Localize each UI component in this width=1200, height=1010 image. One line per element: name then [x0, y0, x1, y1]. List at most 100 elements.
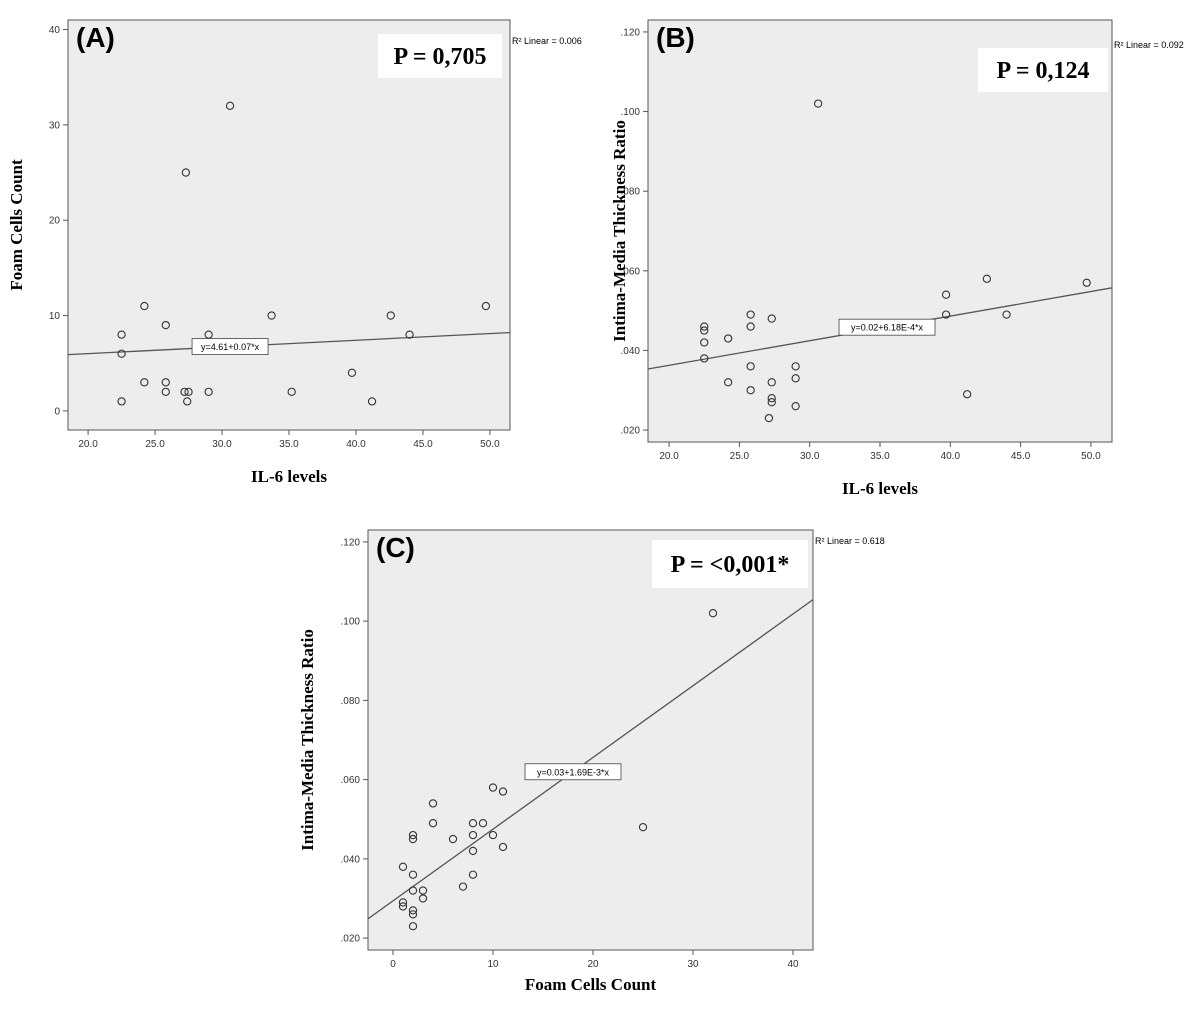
data-point [488, 783, 498, 792]
y-tick-label: .080 [621, 187, 641, 198]
data-point [723, 334, 733, 343]
data-point [428, 799, 438, 808]
x-tick-label: 30 [687, 959, 699, 970]
data-point [408, 834, 418, 844]
data-point [746, 362, 755, 371]
panel-label: (C) [376, 532, 415, 563]
data-point [468, 846, 478, 856]
data-point [746, 310, 755, 319]
chart-panel-b: 20.0 25.0 30.0 35.0 40.0 45.0 50.0 .020 .040 .060… [610, 19, 1184, 498]
x-tick-label: 25.0 [145, 439, 165, 450]
y-tick-label: 10 [49, 311, 61, 322]
data-point [963, 390, 972, 399]
x-axis-title: IL-6 levels [251, 467, 327, 486]
x-tick-label: 45.0 [1011, 451, 1031, 462]
data-point [767, 314, 776, 323]
y-tick-label: 0 [54, 406, 60, 417]
data-point [498, 842, 508, 852]
chart-panel-c: 0 10 20 30 40 .020 .040 .060 .080 .100 .120 y=0.03+… [298, 529, 885, 994]
p-value-text: P = <0,001* [671, 552, 790, 578]
data-point [408, 922, 418, 931]
data-point [746, 386, 755, 395]
fit-equation-box [191, 338, 269, 355]
data-point [708, 609, 718, 618]
data-point [204, 387, 213, 397]
x-tick-label: 20 [587, 959, 599, 970]
x-tick-label: 20.0 [659, 451, 679, 462]
x-tick-label: 45.0 [413, 439, 433, 450]
data-point [498, 787, 508, 796]
data-point [448, 834, 458, 844]
x-tick-label: 25.0 [730, 451, 750, 462]
data-point [117, 397, 126, 406]
data-point [408, 910, 418, 919]
data-point [367, 397, 377, 406]
x-tick-label: 35.0 [279, 439, 299, 450]
y-tick-label: 20 [49, 216, 61, 227]
y-tick-label: .020 [621, 426, 641, 437]
data-point [161, 387, 170, 397]
data-point [813, 99, 823, 108]
data-point [700, 338, 709, 347]
data-point [1002, 310, 1011, 319]
data-point [117, 349, 126, 358]
fit-equation-box [524, 763, 622, 781]
data-point [767, 394, 776, 403]
panel-label: (A) [76, 22, 115, 53]
x-axis-title: IL-6 levels [842, 479, 918, 498]
r2-text: R² Linear = 0.006 [512, 36, 582, 46]
x-tick-label: 40 [787, 959, 799, 970]
y-axis-title: Intima-Media Thickness Ratio [298, 629, 317, 851]
data-point [746, 322, 755, 331]
data-point [161, 378, 170, 387]
fit-line [67, 331, 511, 356]
data-point [398, 862, 408, 871]
x-axis-title: Foam Cells Count [525, 975, 657, 994]
plot-area [367, 529, 814, 951]
fit-line [367, 599, 814, 920]
data-point [941, 310, 951, 319]
r2-text: R² Linear = 0.618 [815, 536, 885, 546]
y-tick-label: .080 [341, 696, 361, 707]
y-tick-label: .120 [621, 27, 641, 38]
data-point [767, 378, 776, 387]
x-tick-label: 50.0 [480, 439, 500, 450]
data-point [386, 311, 395, 320]
y-tick-label: .040 [341, 854, 361, 865]
x-tick-label: 40.0 [346, 439, 366, 450]
data-point [791, 402, 800, 411]
data-point [398, 902, 408, 911]
data-point [408, 830, 418, 840]
data-point [140, 378, 149, 387]
y-axis-title: Intima-Media Thickness Ratio [610, 120, 629, 342]
data-point [405, 330, 414, 339]
fit-equation: y=0.02+6.18E-4*x [851, 323, 924, 333]
fit-equation-box [838, 318, 936, 336]
y-tick-label: .060 [341, 775, 361, 786]
y-axis-title: Foam Cells Count [7, 159, 26, 291]
data-point [468, 870, 478, 879]
y-tick-label: 30 [49, 120, 61, 131]
data-point [398, 898, 408, 907]
y-tick-label: .120 [341, 537, 361, 548]
x-tick-label: 40.0 [941, 451, 961, 462]
y-tick-label: .100 [621, 107, 641, 118]
data-point [183, 397, 192, 406]
data-point [347, 368, 357, 377]
data-point [941, 290, 951, 299]
data-point [478, 819, 488, 828]
data-point [408, 870, 418, 879]
data-point [700, 354, 709, 363]
x-tick-label: 35.0 [870, 451, 890, 462]
fit-equation: y=0.03+1.69E-3*x [537, 767, 610, 777]
panel-label: (B) [656, 22, 695, 53]
data-point [982, 274, 992, 283]
data-point [418, 894, 428, 903]
data-point [488, 830, 498, 840]
data-point [161, 320, 170, 330]
data-point [428, 819, 438, 828]
data-point [767, 398, 776, 407]
data-point [468, 819, 478, 828]
data-point [700, 322, 709, 331]
